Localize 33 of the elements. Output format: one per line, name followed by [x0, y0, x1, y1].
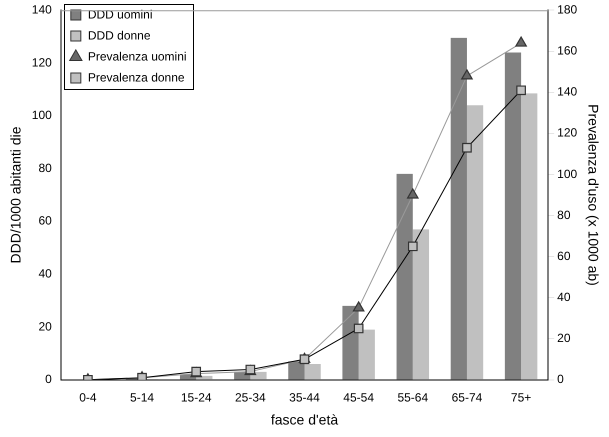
y2-tick-label: 120: [557, 126, 578, 140]
legend-label: Prevalenza donne: [88, 70, 185, 84]
x-tick-label: 15-24: [180, 390, 212, 404]
x-tick-label: 35-44: [289, 390, 320, 404]
y-tick-label: 40: [38, 266, 52, 281]
y2-tick-label: 40: [557, 290, 571, 304]
y-tick-label: 140: [32, 2, 52, 17]
y2-tick-label: 80: [557, 208, 571, 222]
y-tick-label: 60: [38, 214, 52, 228]
legend-label: Prevalenza uomini: [88, 49, 187, 64]
x-tick-label: 25-34: [235, 390, 266, 404]
y2-tick-label: 140: [557, 84, 578, 99]
y2-tick-label: 0: [557, 372, 564, 386]
x-tick-label: 65-74: [452, 390, 483, 404]
x-tick-label: 0-4: [79, 390, 97, 404]
y2-tick-label: 100: [557, 166, 578, 181]
legend-label: DDD donne: [88, 28, 151, 42]
y2-tick-label: 180: [557, 2, 578, 17]
y2-tick-label: 160: [557, 44, 578, 58]
x-tick-label: 75+: [510, 390, 532, 404]
y2-tick-label: 20: [557, 331, 571, 346]
y-axis-title: DDD/1000 abitanti die: [7, 126, 24, 264]
y-tick-label: 80: [38, 160, 52, 175]
x-tick-label: 55-64: [397, 390, 428, 404]
y-tick-label: 120: [32, 55, 52, 70]
x-tick-label: 45-54: [343, 390, 374, 404]
y-tick-label: 100: [32, 108, 52, 122]
y-tick-label: 20: [38, 319, 52, 334]
y2-tick-label: 60: [557, 248, 571, 263]
x-axis-title: fasce d'età: [270, 411, 338, 428]
y-tick-label: 0: [45, 372, 52, 386]
x-tick-label: 5-14: [130, 390, 154, 404]
y2-axis-title: Prevalenza d'uso (x 1000 ab): [586, 104, 602, 286]
